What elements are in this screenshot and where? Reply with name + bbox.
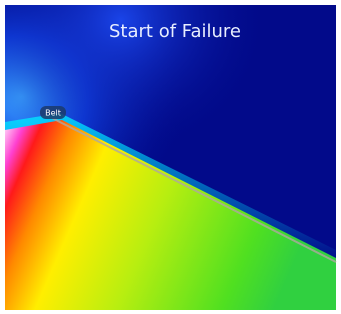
belt-label: Belt — [45, 109, 61, 118]
title: Start of Failure — [109, 21, 241, 42]
thermal-image: Belt Start of Failure — [0, 0, 341, 314]
page: Belt Start of Failure (() => { const dat… — [0, 0, 341, 314]
